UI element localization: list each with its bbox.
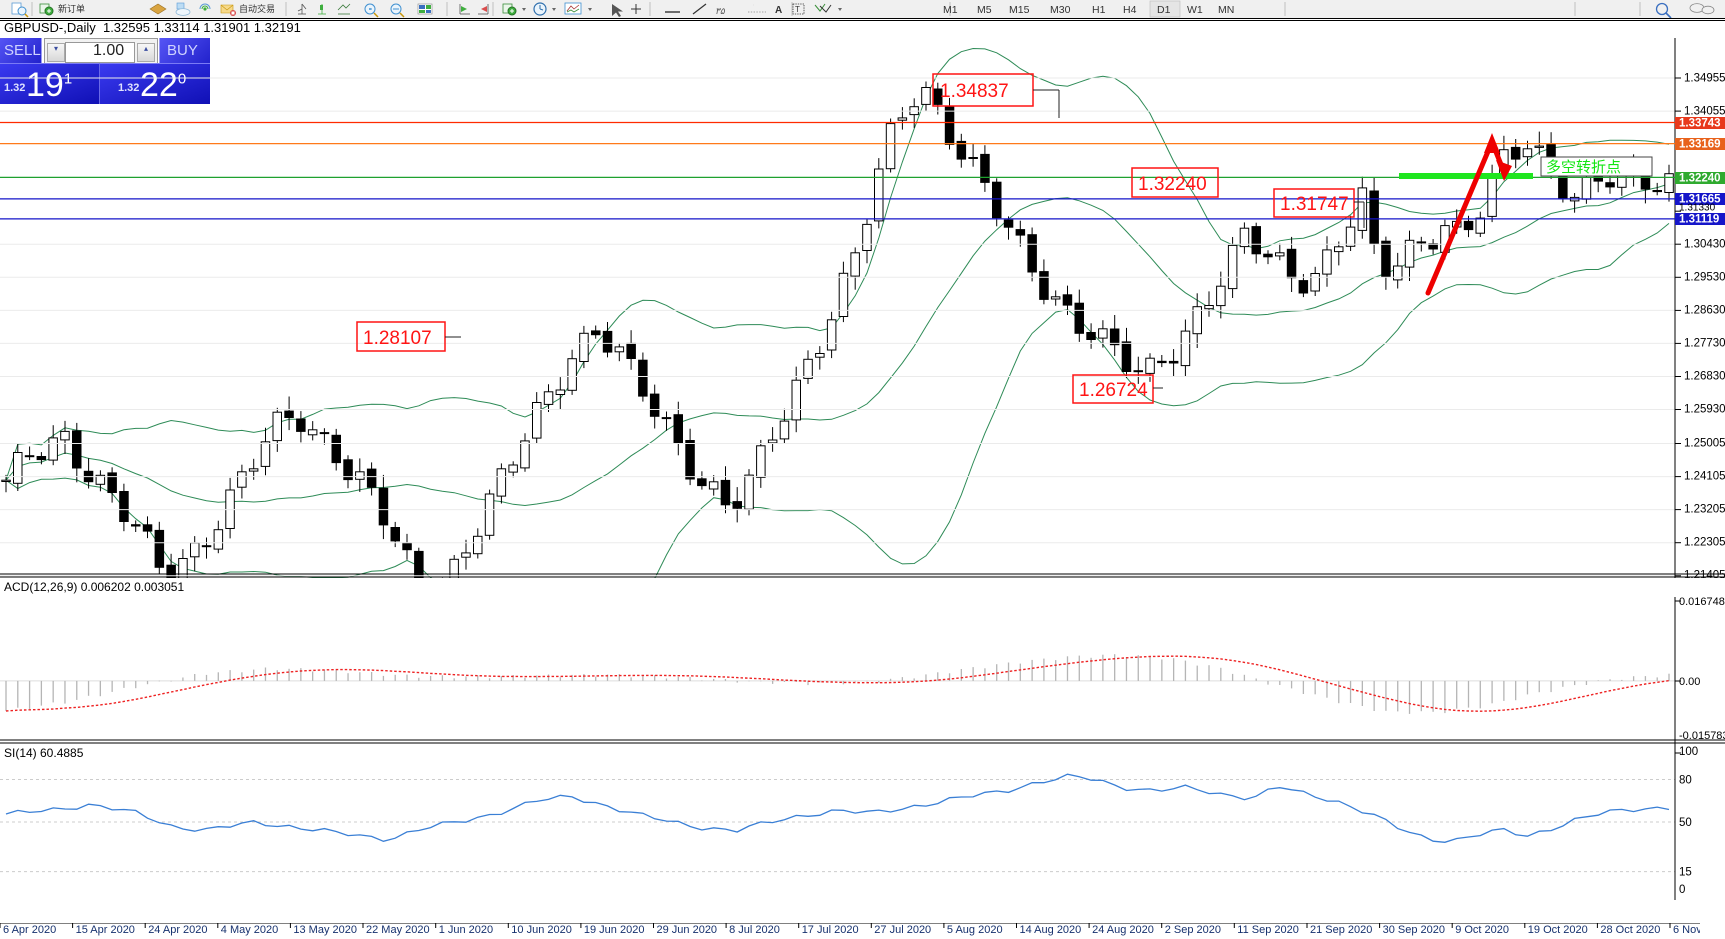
svg-text:2 Sep 2020: 2 Sep 2020 [1165,924,1221,936]
svg-text:0: 0 [1679,884,1685,896]
svg-text:19 Oct 2020: 19 Oct 2020 [1528,924,1588,936]
svg-text:80: 80 [1679,775,1692,787]
svg-text:50: 50 [1679,817,1692,829]
svg-text:8 Jul 2020: 8 Jul 2020 [729,924,780,936]
svg-text:100: 100 [1679,746,1698,758]
svg-text:28 Oct 2020: 28 Oct 2020 [1600,924,1660,936]
svg-text:15: 15 [1679,867,1692,879]
svg-text:15 Apr 2020: 15 Apr 2020 [76,924,135,936]
svg-text:-0.015783: -0.015783 [1679,730,1725,742]
svg-text:4 May 2020: 4 May 2020 [221,924,278,936]
svg-text:5 Aug 2020: 5 Aug 2020 [947,924,1003,936]
svg-text:29 Jun 2020: 29 Jun 2020 [657,924,718,936]
svg-text:6 Apr 2020: 6 Apr 2020 [3,924,56,936]
svg-text:14 Aug 2020: 14 Aug 2020 [1020,924,1082,936]
svg-text:9 Oct 2020: 9 Oct 2020 [1455,924,1509,936]
svg-text:6 Nov 2020: 6 Nov 2020 [1673,924,1700,936]
svg-text:13 May 2020: 13 May 2020 [293,924,357,936]
svg-text:0.00: 0.00 [1679,676,1700,688]
svg-text:19 Jun 2020: 19 Jun 2020 [584,924,645,936]
svg-text:22 May 2020: 22 May 2020 [366,924,430,936]
svg-text:10 Jun 2020: 10 Jun 2020 [511,924,572,936]
svg-text:27 Jul 2020: 27 Jul 2020 [874,924,931,936]
svg-text:17 Jul 2020: 17 Jul 2020 [802,924,859,936]
svg-text:11 Sep 2020: 11 Sep 2020 [1237,924,1299,936]
svg-text:1 Jun 2020: 1 Jun 2020 [439,924,493,936]
svg-text:24 Aug 2020: 24 Aug 2020 [1092,924,1154,936]
svg-text:0.016748: 0.016748 [1679,597,1725,608]
svg-text:21 Sep 2020: 21 Sep 2020 [1310,924,1372,936]
svg-text:24 Apr 2020: 24 Apr 2020 [148,924,207,936]
svg-text:30 Sep 2020: 30 Sep 2020 [1383,924,1445,936]
